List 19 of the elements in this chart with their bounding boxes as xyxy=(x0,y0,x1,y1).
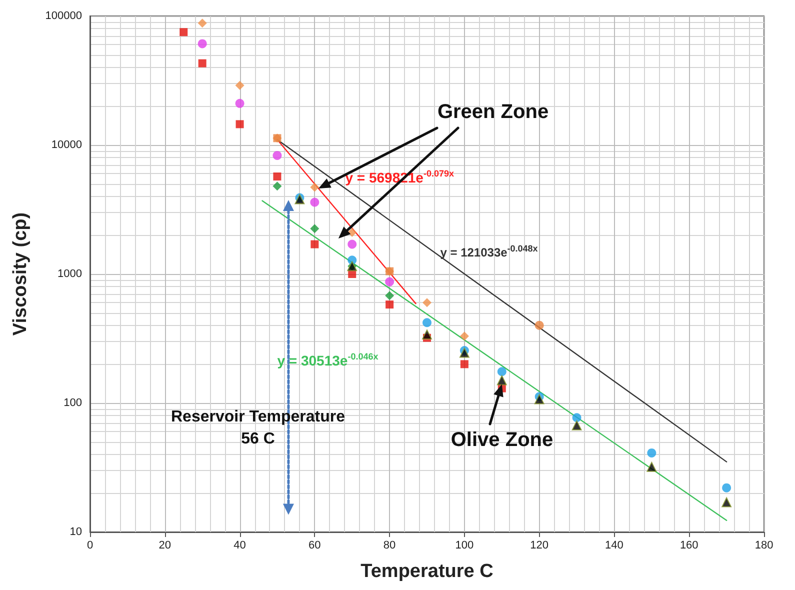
annotation: Olive Zone xyxy=(450,429,554,451)
y-tick-label: 100 xyxy=(64,397,82,409)
y-axis-title: Viscosity (cp) xyxy=(10,212,31,336)
y-tick-label: 1000 xyxy=(58,268,82,280)
annotation: Green Zone xyxy=(437,101,549,123)
y-tick-label: 100000 xyxy=(45,10,82,22)
x-axis-title: Temperature C xyxy=(360,561,494,582)
x-tick-label: 100 xyxy=(455,540,474,552)
x-tick-label: 20 xyxy=(158,540,172,552)
x-tick-label: 120 xyxy=(530,540,549,552)
x-tick-label: 60 xyxy=(308,540,321,552)
y-tick-label: 10000 xyxy=(51,139,82,151)
x-tick-label: 180 xyxy=(754,540,774,552)
x-tick-label: 160 xyxy=(680,540,698,552)
x-tick-label: 140 xyxy=(605,540,624,552)
x-tick-label: 0 xyxy=(86,540,94,552)
y-tick-label: 10 xyxy=(70,526,82,538)
x-tick-label: 40 xyxy=(234,540,246,552)
x-tick-label: 80 xyxy=(383,540,396,552)
